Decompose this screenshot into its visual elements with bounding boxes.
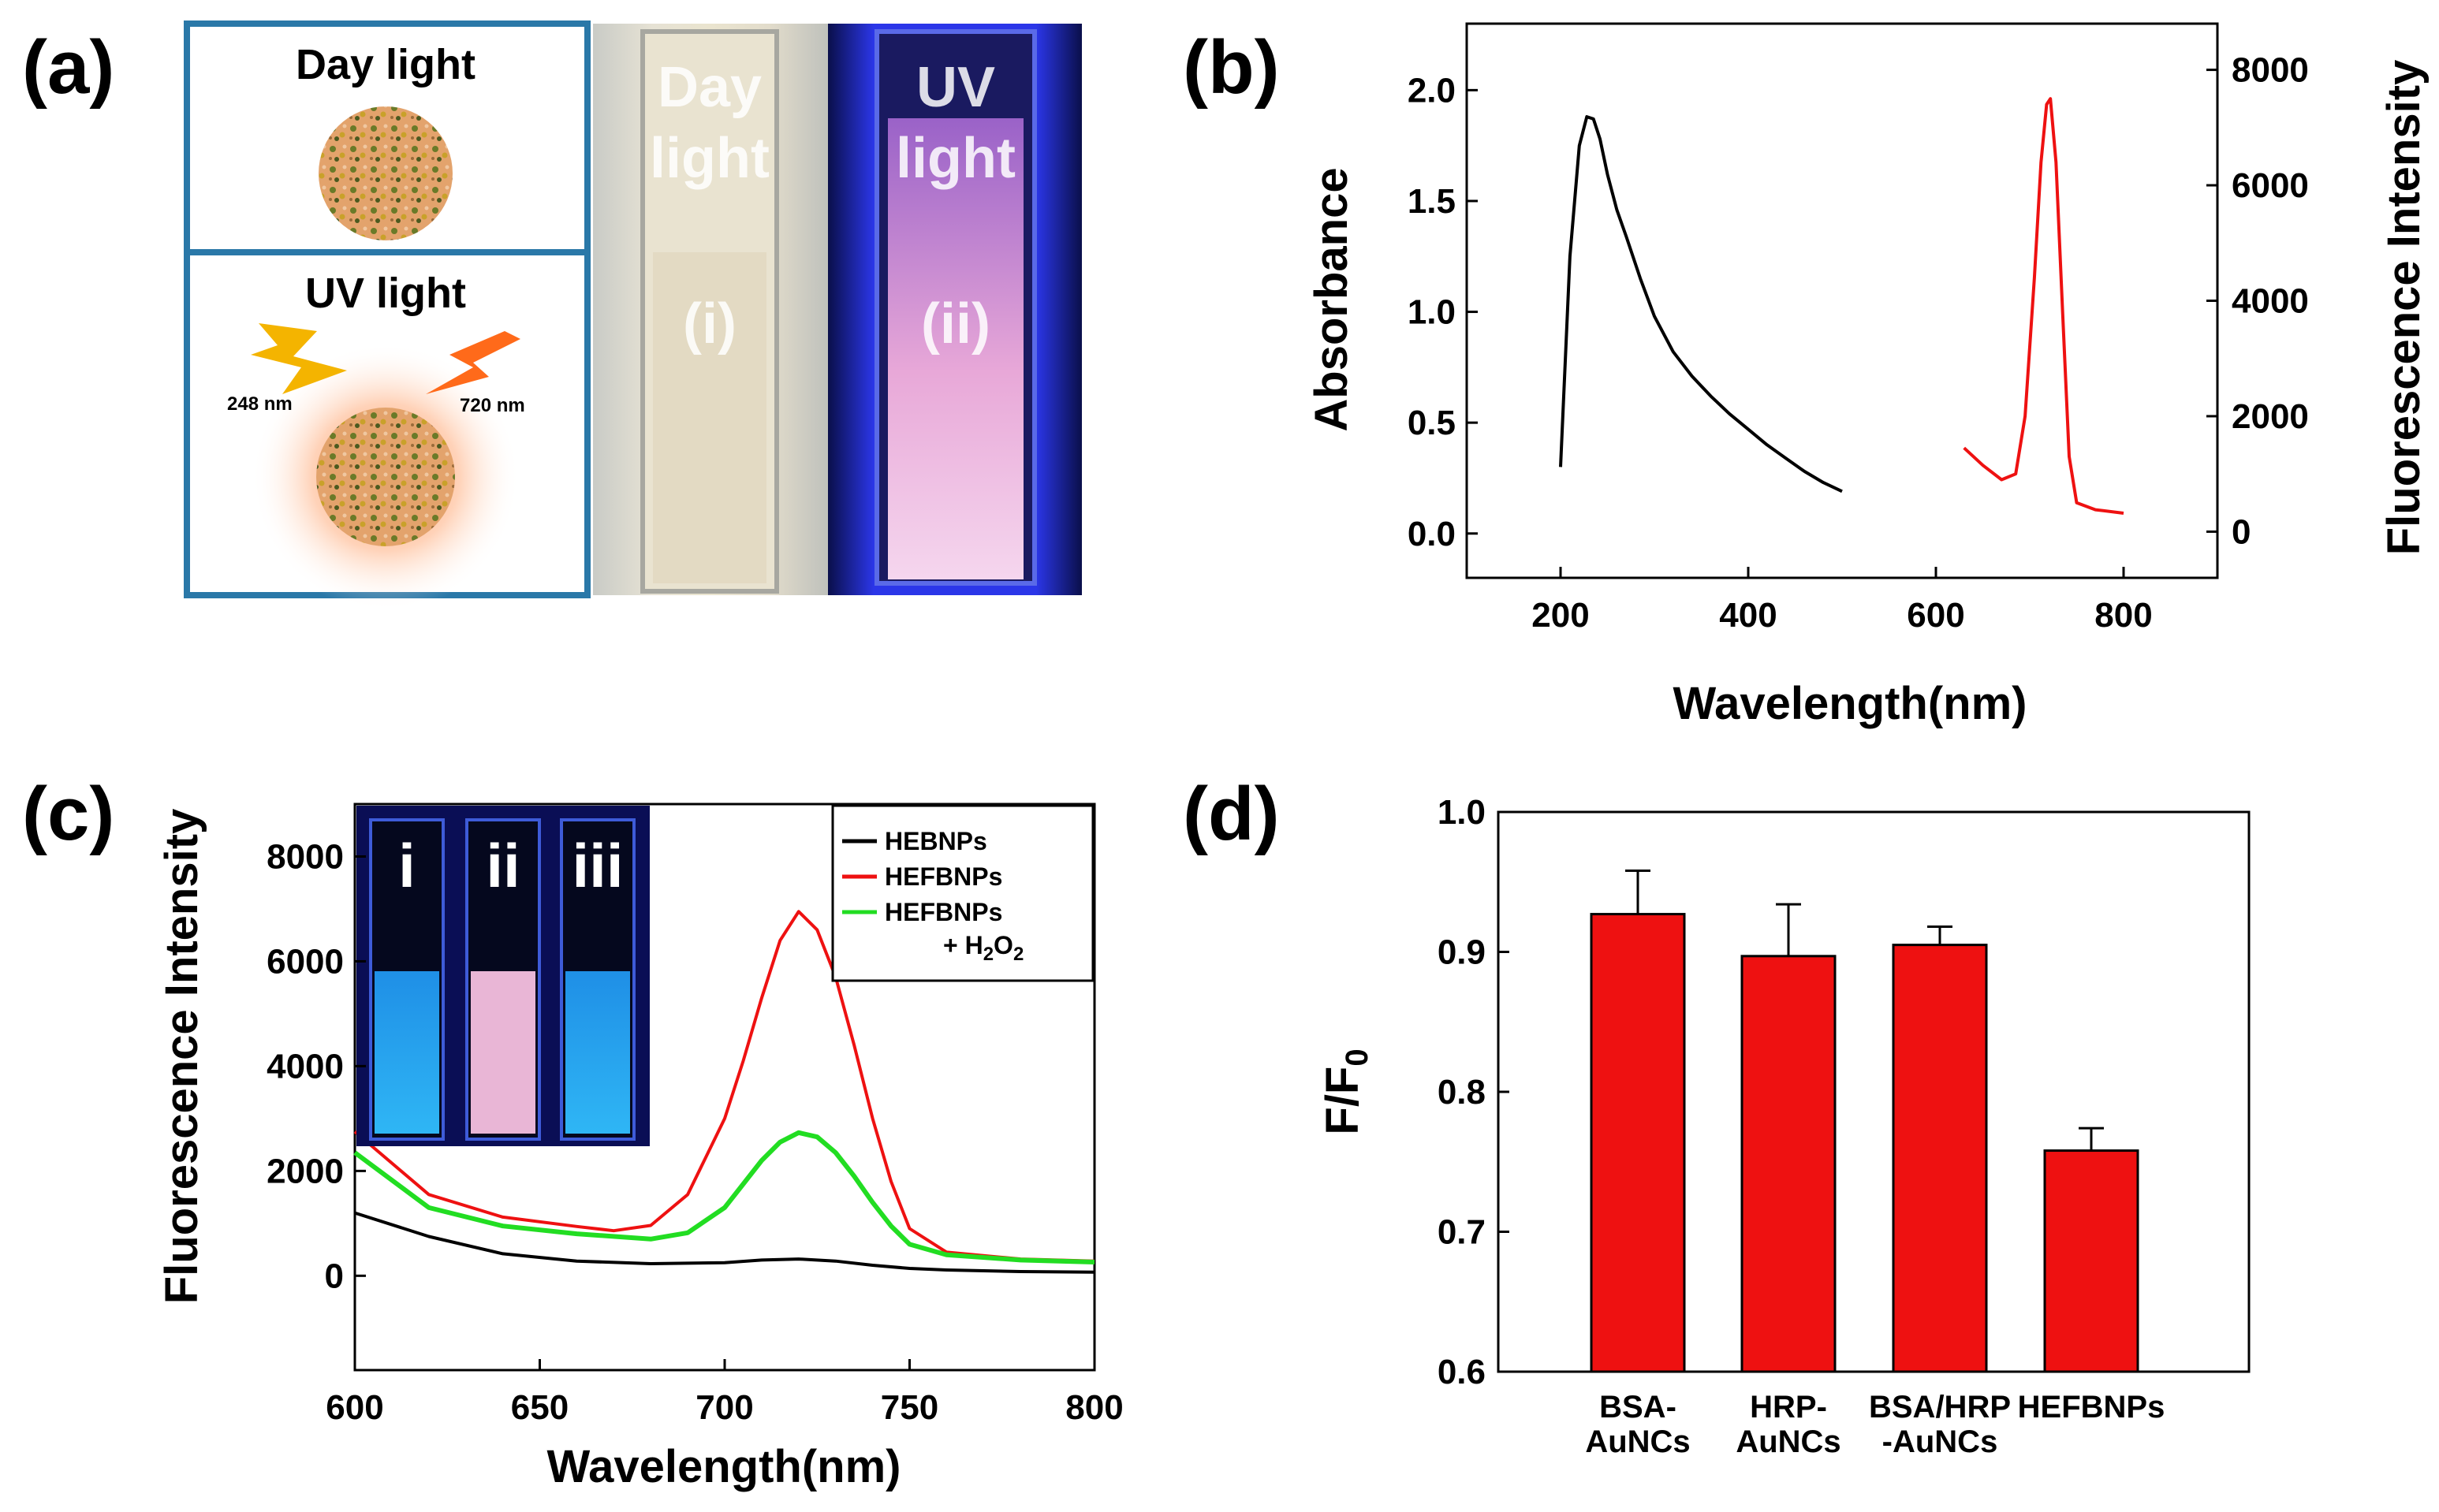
chart-b-xtick-label: 600 [1907,596,1964,635]
lightning-248-icon [251,323,347,394]
chart-b-ytick-label: 0.5 [1408,404,1456,442]
inset-liquid-ii [471,971,535,1134]
inset-liquid-iii [565,971,630,1134]
chart-d-ytick-label: 1.0 [1438,793,1486,832]
chart-d-ytick-label: 0.8 [1438,1073,1486,1112]
legend-label-h2o2-line: + H2O2 [943,931,1024,965]
chart-c-ytick-label: 8000 [267,837,344,876]
chart-b-y2tick-label: 2000 [2232,397,2309,436]
chart-c-legend: HEBNPs HEFBNPs HEFBNPs + H2O2 [831,804,1095,982]
nanoparticle-glowing-icon [316,408,455,546]
photo-uv-line2: light [896,127,1016,190]
chart-b-series-absorbance [1559,115,1843,493]
chart-b-ylabel: Absorbance [1306,167,1357,431]
chart-d-category-label: AuNCs [1736,1424,1840,1459]
day-light-liquid [653,252,766,583]
photo-day-tag: (i) [683,292,737,356]
photo-day-line2: light [650,127,770,190]
chart-c-series-1 [353,910,1095,1263]
chart-c-xtick-label: 800 [1065,1388,1123,1427]
chart-c-ytick-label: 6000 [267,942,344,981]
chart-b-series-fluorescence [1963,97,2124,515]
chart-c-xtick-label: 650 [511,1388,569,1427]
chart-c-ytick-label: 4000 [267,1047,344,1086]
chart-d-ytick-label: 0.7 [1438,1213,1486,1252]
chart-d-category-label: -AuNCs [1882,1424,1998,1459]
chart-d-bar [1740,955,1837,1373]
day-light-box-title: Day light [296,41,475,88]
chart-b-frame [1465,22,2219,579]
chart-d-category-label: AuNCs [1585,1424,1690,1459]
uv-light-box-title: UV light [305,270,466,317]
chart-d-bar [1892,944,1988,1373]
chart-c-ylabel: Fluorescence Intensity [156,809,207,1305]
panel-d: (d) 0.60.70.80.91.0 BSA-AuNCsHRP-AuNCsBS… [1183,772,2251,1459]
chart-b-xlabel: Wavelength(nm) [1673,678,2027,729]
chart-b-xtick-label: 800 [2094,596,2152,635]
chart-b-xtick-label: 400 [1719,596,1777,635]
legend-label-hefbnps-h2o2: HEFBNPs [885,898,1002,926]
chart-c-inset-photo: i ii iii [356,806,650,1146]
chart-b-ytick-label: 0.0 [1408,515,1456,553]
chart-c-ytick-label: 0 [325,1257,344,1295]
chart-d-bar [1590,913,1686,1373]
chart-c-series-2 [353,1130,1095,1264]
chart-b-y2tick-label: 6000 [2232,166,2309,205]
inset-label-ii: ii [486,831,520,900]
chart-b-ytick-label: 2.0 [1408,71,1456,110]
chart-d-category-label: HRP- [1750,1390,1827,1424]
chart-d-ylabel: F/F0 [1317,1048,1374,1134]
legend-label-hebnps: HEBNPs [885,827,987,855]
chart-b-y2tick-label: 8000 [2232,51,2309,90]
inset-liquid-i [375,971,439,1134]
chart-c-series-0 [354,1211,1095,1274]
chart-b-xtick-label: 200 [1531,596,1589,635]
chart-c-xtick-label: 700 [696,1388,753,1427]
panel-c-label: (c) [22,772,114,856]
chart-c-xtick-label: 750 [881,1388,938,1427]
chart-d-category-label: BSA/HRP [1869,1390,2011,1424]
chart-b-y2tick-label: 0 [2232,512,2251,551]
emission-wavelength-label: 720 nm [460,395,525,416]
chart-c-xtick-label: 600 [326,1388,383,1427]
photo-day-line1: Day [658,56,762,119]
inset-label-iii: iii [572,831,623,900]
panel-d-label: (d) [1183,772,1280,856]
photo-uv-line1: UV [916,56,995,119]
chart-c-ytick-label: 2000 [267,1152,344,1190]
photo-uv-tag: (ii) [921,292,990,356]
chart-d-ytick-label: 0.6 [1438,1353,1486,1391]
uv-light-liquid [888,118,1024,579]
chart-b-y2label: Fluorescence Intensity [2378,60,2430,556]
chart-d-category-label: BSA- [1599,1390,1676,1424]
panel-c: (c) i ii iii HEBNPs HEFBNPs HEFBNPs + H2… [22,772,1124,1492]
chart-d-bar [2043,1149,2139,1373]
legend-box [831,804,1095,982]
panel-b: (b) 0.0 0.5 1.0 1.5 2.0 0 2000 4000 6000 8000 20… [1183,22,2430,729]
chart-b-ytick-label: 1.5 [1408,182,1456,221]
inset-label-i: i [398,831,416,900]
chart-b-ytick-label: 1.0 [1408,293,1456,332]
chart-c-xlabel: Wavelength(nm) [547,1441,901,1492]
chart-d-category-label: HEFBNPs [2018,1390,2165,1424]
nanoparticle-icon [319,106,453,240]
legend-label-hefbnps: HEFBNPs [885,862,1002,891]
chart-b-y2tick-label: 4000 [2232,282,2309,321]
panel-b-label: (b) [1183,25,1280,110]
chart-d-ytick-label: 0.9 [1438,933,1486,972]
panel-a-label: (a) [22,25,114,110]
excitation-wavelength-label: 248 nm [227,393,293,415]
lightning-720-icon [426,331,520,394]
panel-a: (a) Day light UV light 248 nm 720 nm Day… [22,20,1082,611]
